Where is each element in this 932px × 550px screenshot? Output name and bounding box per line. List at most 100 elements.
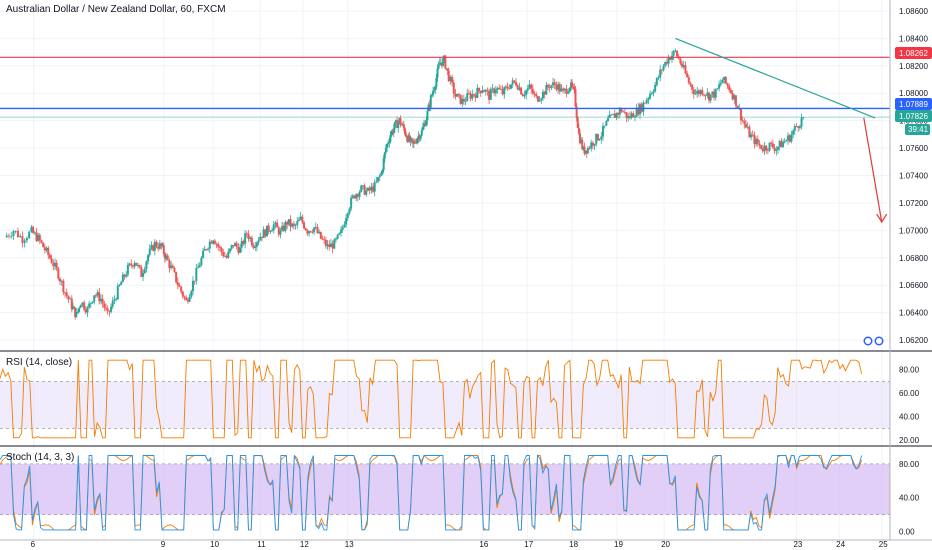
candle-body-350 xyxy=(560,88,563,92)
candle-body-411 xyxy=(654,84,657,92)
candle-body-306 xyxy=(486,90,489,91)
candle-body-183 xyxy=(313,227,316,233)
candle-body-348 xyxy=(557,84,560,90)
candle-body-304 xyxy=(483,90,486,92)
candle-body-492 xyxy=(790,134,793,142)
candle-body-130 xyxy=(223,255,226,257)
candle-body-316 xyxy=(503,87,506,95)
candle-body-189 xyxy=(323,239,326,241)
candle-body-170 xyxy=(291,223,294,227)
candle-body-496 xyxy=(797,126,800,129)
candle-body-109 xyxy=(188,296,191,302)
candle-body-220 xyxy=(375,181,378,183)
candle-body-468 xyxy=(750,134,753,138)
candle-body-428 xyxy=(682,65,685,67)
candle-body-43 xyxy=(79,305,82,308)
candle-body-329 xyxy=(525,90,528,95)
candle-body-18 xyxy=(42,242,45,248)
candle-body-440 xyxy=(702,94,705,96)
candle-body-181 xyxy=(309,231,312,233)
candle-body-165 xyxy=(282,225,285,231)
candle-body-69 xyxy=(123,274,126,277)
candle-body-338 xyxy=(540,98,543,101)
candle-body-400 xyxy=(635,107,638,117)
candle-body-352 xyxy=(563,88,566,91)
candle-body-56 xyxy=(101,298,104,304)
candle-body-290 xyxy=(459,94,462,104)
candle-body-149 xyxy=(255,242,258,247)
candle-body-465 xyxy=(745,124,748,128)
candle-body-377 xyxy=(596,133,599,141)
candle-body-80 xyxy=(142,272,145,277)
candle-body-161 xyxy=(276,222,279,228)
indicator-icon[interactable] xyxy=(863,336,884,346)
candle-body-315 xyxy=(501,89,504,95)
candle-body-312 xyxy=(496,87,499,91)
candle-body-453 xyxy=(724,76,727,84)
candle-body-104 xyxy=(180,286,183,292)
series-layer xyxy=(0,48,863,531)
candle-body-429 xyxy=(684,65,687,74)
candle-body-463 xyxy=(741,120,744,122)
candle-body-153 xyxy=(262,229,265,238)
candle-body-126 xyxy=(217,244,220,247)
candle-body-192 xyxy=(328,244,331,248)
candle-body-404 xyxy=(642,102,645,112)
candle-body-4 xyxy=(14,230,17,232)
candle-body-378 xyxy=(598,139,601,141)
candle-body-477 xyxy=(765,145,768,151)
candle-body-476 xyxy=(763,145,766,152)
main-ytick-12: 1.06200 xyxy=(899,336,928,345)
candle-body-164 xyxy=(281,225,284,231)
candle-body-24 xyxy=(52,263,55,267)
candle-body-201 xyxy=(343,224,346,228)
candle-body-52 xyxy=(94,295,97,297)
candle-body-124 xyxy=(213,240,216,245)
candle-body-441 xyxy=(704,95,707,96)
candle-body-44 xyxy=(81,302,84,306)
candle-body-141 xyxy=(242,240,245,244)
candle-body-325 xyxy=(518,87,521,90)
stoch-ytick-0: 80.00 xyxy=(899,460,920,469)
candle-body-379 xyxy=(600,136,603,140)
candle-body-123 xyxy=(212,240,215,244)
candle-body-122 xyxy=(210,241,213,244)
candle-body-466 xyxy=(746,126,749,128)
candle-body-364 xyxy=(578,133,581,144)
candle-body-7 xyxy=(21,235,24,243)
candle-body-156 xyxy=(267,225,270,232)
candle-body-230 xyxy=(388,141,391,144)
candle-body-354 xyxy=(567,91,570,94)
candle-body-19 xyxy=(43,247,46,251)
candle-body-392 xyxy=(622,111,625,113)
candle-body-184 xyxy=(314,227,317,228)
forecast-arrow-head xyxy=(876,213,888,224)
candle-body-65 xyxy=(116,285,119,300)
candle-body-258 xyxy=(419,135,422,140)
candle-body-284 xyxy=(449,76,452,82)
candle-body-83 xyxy=(147,255,150,262)
candle-body-416 xyxy=(662,65,665,70)
candle-body-5 xyxy=(16,230,19,237)
xtick-4: 12 xyxy=(300,540,309,549)
candle-body-268 xyxy=(430,94,433,96)
candle-body-260 xyxy=(421,126,424,131)
candle-body-41 xyxy=(77,308,80,312)
candle-body-30 xyxy=(62,280,65,293)
main-ytick-0: 1.08600 xyxy=(899,7,928,16)
candle-body-391 xyxy=(620,109,623,112)
candle-body-368 xyxy=(583,146,586,154)
candle-body-305 xyxy=(484,90,487,92)
candle-body-402 xyxy=(639,104,642,115)
candle-body-432 xyxy=(689,82,692,85)
candle-body-490 xyxy=(787,135,790,141)
candle-body-361 xyxy=(575,106,578,118)
candle-body-309 xyxy=(491,88,494,90)
candle-body-127 xyxy=(218,246,221,248)
candle-body-89 xyxy=(157,246,160,249)
red-level-badge: 1.08262 xyxy=(895,47,932,59)
candle-body-307 xyxy=(488,90,491,100)
candle-body-269 xyxy=(432,91,435,95)
